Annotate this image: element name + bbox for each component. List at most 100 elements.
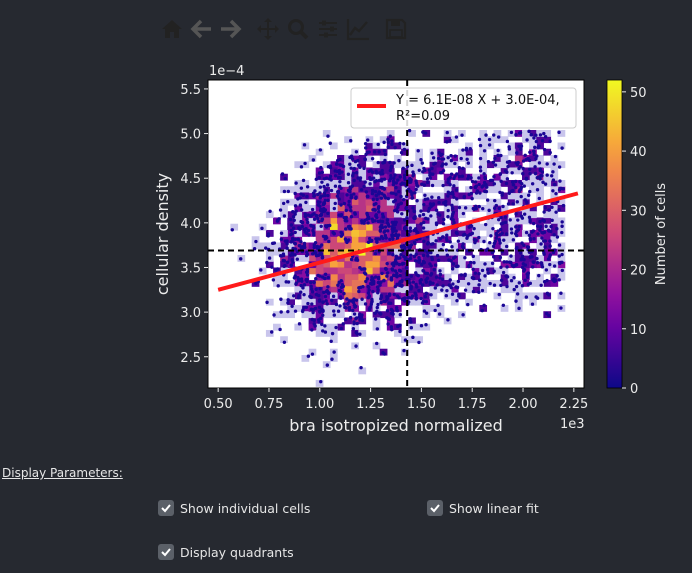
density-bin [401,286,409,294]
density-bin [479,304,488,312]
cell-point [477,278,482,282]
cell-point [326,275,331,280]
cell-point [371,197,375,202]
cell-point [525,275,530,280]
density-bin [500,261,509,269]
density-bin [493,267,502,275]
cell-point [379,300,383,305]
cell-point [543,205,547,210]
density-bin [386,286,395,294]
cell-point [376,302,380,307]
cell-point [358,332,362,336]
cell-point [446,155,450,160]
density-bin [294,192,303,200]
cell-point [535,261,540,265]
density-bin [287,223,295,231]
cell-point [346,172,351,176]
cell-point [319,209,323,213]
density-bin [529,161,537,169]
cell-point [317,171,322,175]
cell-point [286,301,290,305]
colorbar-tick-label: 10 [630,323,647,338]
cell-point [360,313,364,317]
cell-point [499,222,504,226]
cell-point [434,208,439,212]
density-bin [386,248,395,256]
cell-point [437,195,441,200]
cell-point [305,217,309,222]
zoom-icon[interactable] [284,15,312,43]
show-individual-cells-checkbox[interactable]: Show individual cells [158,500,310,516]
density-bin [486,261,495,269]
cell-point [286,199,290,204]
cell-point [530,265,535,269]
cell-point [404,265,409,270]
density-bin [258,267,267,275]
cell-point [548,239,552,243]
density-bin [493,242,502,250]
y-tick-label: 5.5 [180,83,201,98]
density-bin [358,279,367,287]
density-bin [472,261,480,269]
display-quadrants-checkbox[interactable]: Display quadrants [158,544,294,560]
density-bin [500,173,509,181]
density-bin [329,211,338,219]
cell-point [522,243,526,248]
density-bin [493,217,502,225]
cell-point [551,178,556,182]
cell-point [312,245,316,250]
density-bin [457,192,466,200]
cell-point [395,275,399,279]
cell-point [399,201,403,206]
density-bin [301,273,310,281]
cell-point [548,139,552,143]
cell-point [445,253,450,257]
cell-point [375,341,379,346]
density-bin [322,242,331,250]
density-bin [379,279,388,287]
cell-point [384,236,388,240]
forward-arrow-icon[interactable] [216,15,244,43]
cell-point [421,299,426,304]
back-arrow-icon[interactable] [188,15,216,43]
density-bin [415,248,424,256]
configure-subplots-icon[interactable] [314,15,342,43]
colorbar-tick-label: 0 [630,382,638,397]
show-linear-fit-checkbox[interactable]: Show linear fit [427,500,539,516]
cell-point [495,233,499,238]
cell-point [429,293,433,297]
cell-point [254,239,258,244]
cell-point [520,216,525,220]
save-icon[interactable] [382,15,410,43]
density-bin [308,292,317,300]
density-bin [301,204,310,212]
density-bin [393,267,402,275]
cell-point [314,292,319,297]
cell-point [389,278,394,282]
density-bin [393,229,402,237]
cell-point [524,230,529,235]
cell-point [467,225,471,229]
edit-axis-icon[interactable] [344,15,372,43]
cell-point [448,284,453,288]
cell-point [514,132,518,137]
cell-point [375,197,379,202]
density-bin [457,261,466,269]
density-bin [393,211,402,219]
cell-point [478,191,482,195]
cell-point [456,279,461,284]
cell-point [433,308,437,313]
pan-icon[interactable] [254,15,282,43]
density-bin [344,267,352,275]
cell-point [461,313,465,317]
home-icon[interactable] [158,15,186,43]
cell-point [293,230,297,235]
cell-point [314,276,318,281]
cell-point [387,317,391,321]
density-bin [322,304,331,312]
cell-point [457,292,461,296]
cell-point [291,214,296,219]
cell-point [349,227,353,231]
cell-point [279,310,283,314]
density-bin [393,161,402,169]
